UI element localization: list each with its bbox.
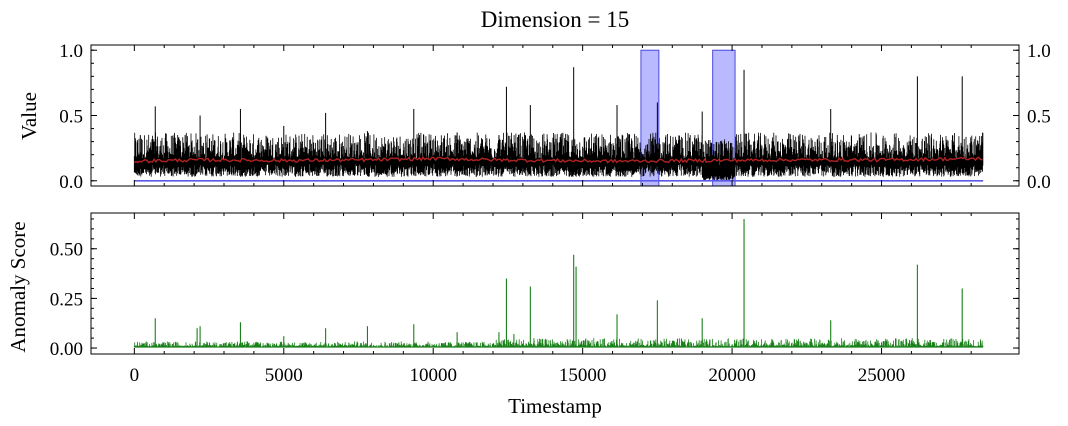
x-tick-label: 0 xyxy=(130,365,140,386)
value-series xyxy=(133,67,984,182)
value-panel: 0.0 0.0 0.5 0.5 1.0 1.0 Value xyxy=(17,41,1051,193)
y-tick-label-left: 1.0 xyxy=(59,41,83,62)
y-tick-label: 0.00 xyxy=(50,339,83,360)
anomaly-score-series xyxy=(133,218,984,348)
x-axis-label: Timestamp xyxy=(508,394,602,418)
raw-signal-noise xyxy=(133,132,984,181)
x-tick-label: 10000 xyxy=(409,365,457,386)
y-tick-label-left: 0.0 xyxy=(59,172,83,193)
y-tick-label-right: 0.0 xyxy=(1027,172,1051,193)
anomaly-score-noise xyxy=(133,338,984,347)
y-tick-label-left: 0.5 xyxy=(59,107,83,128)
value-axis-label: Value xyxy=(17,92,41,140)
anomaly-score-axis-label: Anomaly Score xyxy=(6,221,30,352)
value-panel-ticks: 0.0 0.0 0.5 0.5 1.0 1.0 xyxy=(59,41,1051,193)
x-tick-label: 20000 xyxy=(708,365,756,386)
smoothed-signal-line xyxy=(133,155,983,164)
chart-title: Dimension = 15 xyxy=(481,7,629,32)
x-tick-label: 5000 xyxy=(265,365,303,386)
y-tick-label: 0.50 xyxy=(50,240,83,261)
anomaly-score-panel-frame xyxy=(90,212,1020,355)
x-tick-label: 25000 xyxy=(858,365,906,386)
y-tick-label-right: 0.5 xyxy=(1027,107,1051,128)
anomaly-score-panel-ticks: 0.00 0.25 0.50 0 5000 10000 15000 20000 25000 xyxy=(50,213,1019,386)
y-tick-label-right: 1.0 xyxy=(1027,41,1051,62)
y-tick-label: 0.25 xyxy=(50,289,83,310)
anomaly-score-panel: 0.00 0.25 0.50 0 5000 10000 15000 20000 25000 An… xyxy=(6,212,1020,418)
x-tick-label: 15000 xyxy=(559,365,607,386)
